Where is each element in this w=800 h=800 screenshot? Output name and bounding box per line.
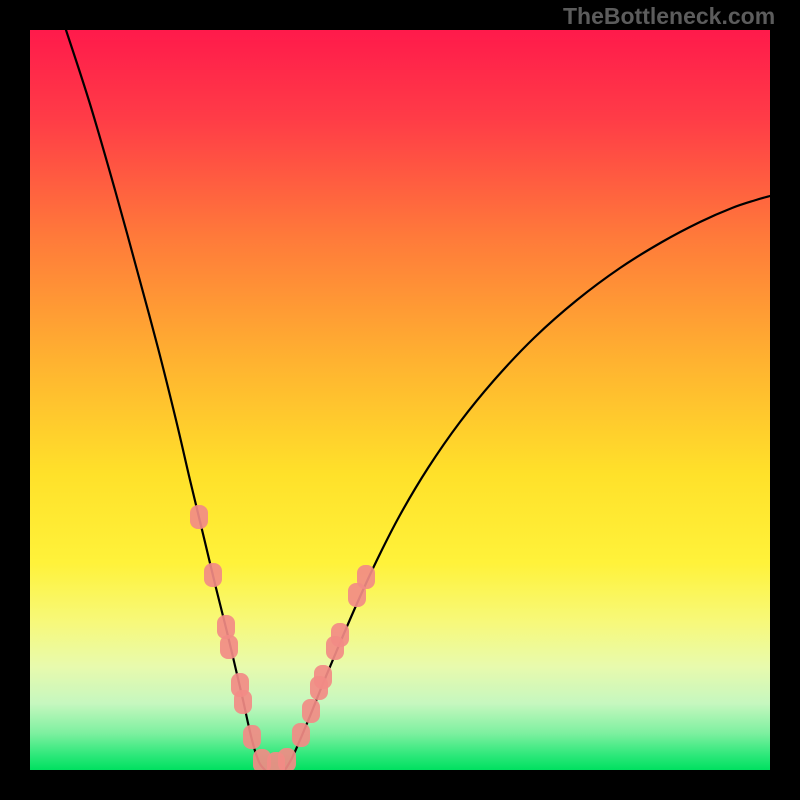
data-marker <box>243 725 261 749</box>
data-marker <box>357 565 375 589</box>
watermark-text: TheBottleneck.com <box>563 3 775 30</box>
data-marker <box>234 690 252 714</box>
curve-left <box>66 30 265 770</box>
data-marker <box>302 699 320 723</box>
data-marker <box>220 635 238 659</box>
data-marker <box>314 665 332 689</box>
data-marker <box>204 563 222 587</box>
marker-group <box>190 505 375 770</box>
plot-frame <box>0 0 800 800</box>
data-marker <box>292 723 310 747</box>
data-marker <box>331 623 349 647</box>
data-marker <box>190 505 208 529</box>
plot-svg <box>30 30 770 770</box>
curve-right <box>285 196 770 770</box>
data-marker <box>278 748 296 770</box>
